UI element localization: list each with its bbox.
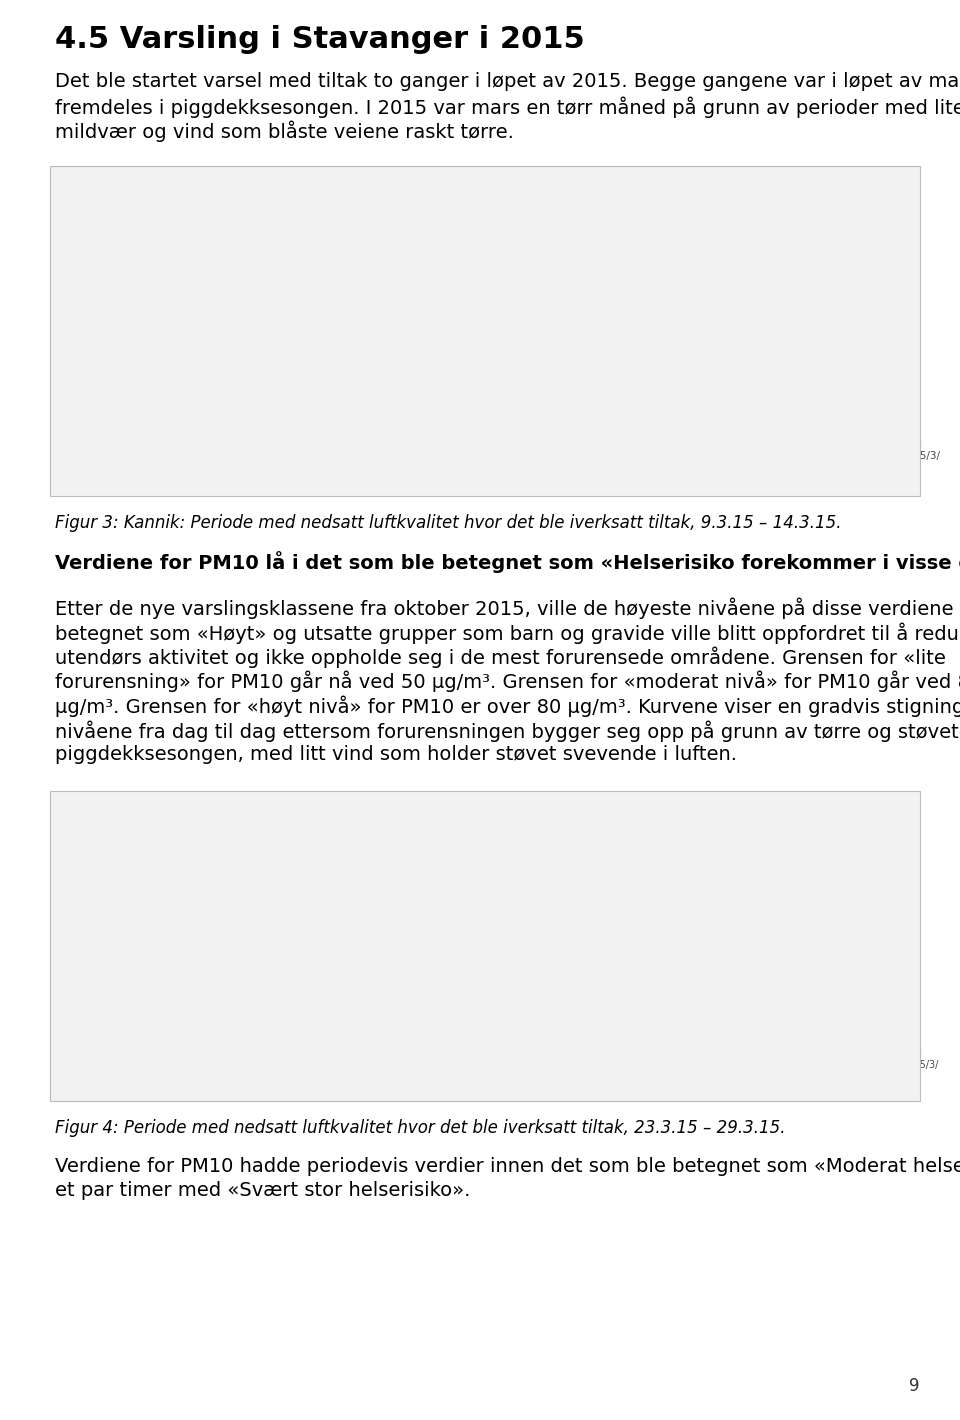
Text: Etter de nye varslingsklassene fra oktober 2015, ville de høyeste nivåene på dis: Etter de nye varslingsklassene fra oktob… (55, 598, 960, 619)
Text: Figur 4: Periode med nedsatt luftkvalitet hvor det ble iverksatt tiltak, 23.3.15: Figur 4: Periode med nedsatt luftkvalite… (55, 1119, 785, 1137)
Text: Det ble startet varsel med tiltak to ganger i løpet av 2015. Begge gangene var i: Det ble startet varsel med tiltak to gan… (55, 72, 960, 91)
Bar (259, 798, 278, 814)
Text: et par timer med «Svært stor helserisiko».: et par timer med «Svært stor helserisiko… (55, 1181, 470, 1200)
Text: fremdeles i piggdekksesongen. I 2015 var mars en tørr måned på grunn av perioder: fremdeles i piggdekksesongen. I 2015 var… (55, 97, 960, 118)
Text: Time: Kannik | PM10 | μg/m²: Time: Kannik | PM10 | μg/m² (84, 798, 260, 811)
Text: Verdiene for PM10 lå i det som ble betegnet som «Helserisiko forekommer i visse : Verdiene for PM10 lå i det som ble beteg… (55, 551, 960, 574)
Text: Time: Våland | PM10 | μg/m²: Time: Våland | PM10 | μg/m² (285, 172, 462, 186)
Text: utendørs aktivitet og ikke oppholde seg i de mest forurensede områdene. Grensen : utendørs aktivitet og ikke oppholde seg … (55, 646, 946, 667)
Text: 4.5 Varsling i Stavanger i 2015: 4.5 Varsling i Stavanger i 2015 (55, 26, 585, 54)
Text: forurensning» for PM10 går nå ved 50 μg/m³. Grensen for «moderat nivå» for PM10 : forurensning» for PM10 går nå ved 50 μg/… (55, 672, 960, 693)
Text: mildvær og vind som blåste veiene raskt tørre.: mildvær og vind som blåste veiene raskt … (55, 121, 514, 142)
Text: Time: Våland | PM10 | μg/m²: Time: Våland | PM10 | μg/m² (285, 798, 462, 812)
Bar (259, 172, 278, 187)
Text: piggdekksesongen, med litt vind som holder støvet svevende i luften.: piggdekksesongen, med litt vind som hold… (55, 744, 737, 764)
Text: μg/m³. Grensen for «høyt nivå» for PM10 er over 80 μg/m³. Kurvene viser en gradv: μg/m³. Grensen for «høyt nivå» for PM10 … (55, 696, 960, 717)
Text: Verdiene for PM10 hadde periodevis verdier innen det som ble betegnet som «Moder: Verdiene for PM10 hadde periodevis verdi… (55, 1157, 960, 1176)
Bar (57, 798, 76, 814)
Text: 9: 9 (909, 1377, 920, 1394)
Text: Time: Kannik | PM10 | μg/m²: Time: Kannik | PM10 | μg/m² (84, 173, 260, 186)
Text: nivåene fra dag til dag ettersom forurensningen bygger seg opp på grunn av tørre: nivåene fra dag til dag ettersom foruren… (55, 720, 960, 741)
Text: Figur 3: Kannik: Periode med nedsatt luftkvalitet hvor det ble iverksatt tiltak,: Figur 3: Kannik: Periode med nedsatt luf… (55, 514, 842, 531)
Text: betegnet som «Høyt» og utsatte grupper som barn og gravide ville blitt oppfordre: betegnet som «Høyt» og utsatte grupper s… (55, 622, 960, 643)
Bar (57, 172, 76, 187)
